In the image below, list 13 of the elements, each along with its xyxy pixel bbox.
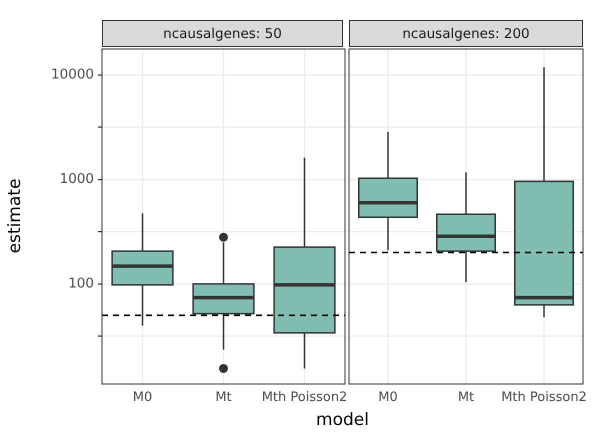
chart-title: ncausalgenes: 50 xyxy=(102,20,343,47)
x-tick-label: Mth Poisson2 xyxy=(501,390,587,406)
x-tick-label: Mt xyxy=(215,390,232,406)
x-tick-label: M0 xyxy=(378,390,398,406)
y-tick-label: 100 xyxy=(68,275,94,292)
x-axis-title: model xyxy=(315,410,370,430)
x-tick-label: Mt xyxy=(458,390,474,406)
y-tick-label: 10000 xyxy=(51,66,94,83)
y-tick-label: 1000 xyxy=(60,171,94,188)
chart-title: ncausalgenes: 200 xyxy=(349,20,583,47)
y-axis-title: estimate xyxy=(5,178,25,256)
x-tick-label: M0 xyxy=(132,390,152,406)
x-tick-label: Mth Poisson2 xyxy=(262,390,348,406)
